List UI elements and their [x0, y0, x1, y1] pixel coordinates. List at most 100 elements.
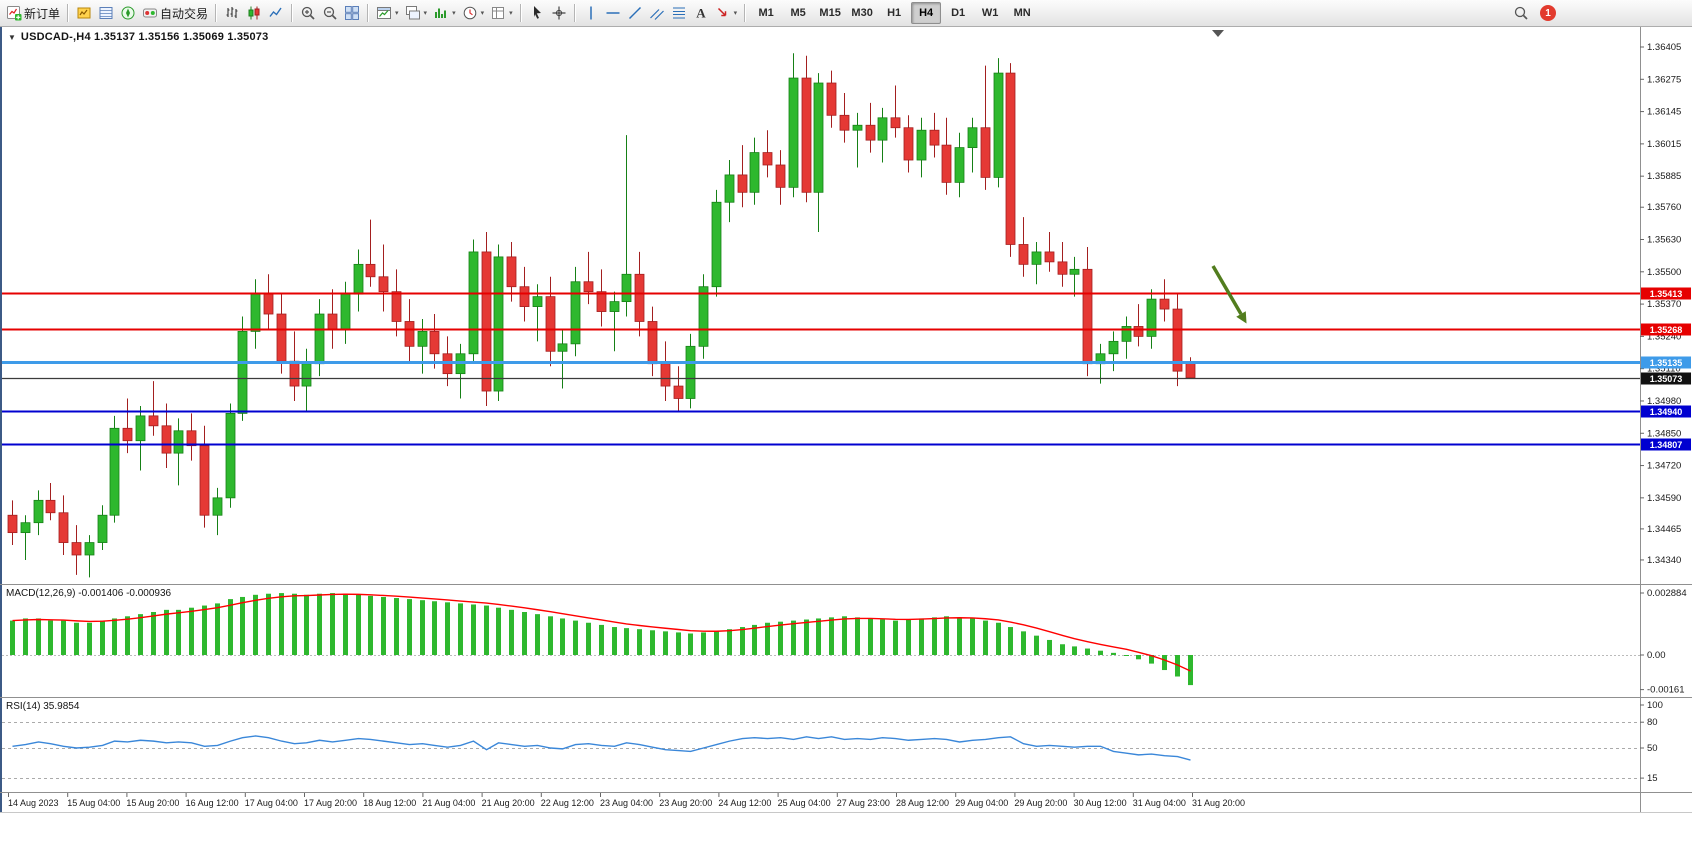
horizontal-lines-group[interactable]: 1.35413 1.35268 1.35135 1.34940 1.34807	[2, 287, 1691, 451]
new-order-button[interactable]: 新订单	[3, 2, 63, 24]
timeframe-mn-button[interactable]: MN	[1013, 7, 1031, 19]
toolbar-separator	[291, 4, 294, 22]
trendline-icon	[627, 5, 643, 21]
magnifier-icon	[1513, 5, 1529, 21]
svg-text:1.35500: 1.35500	[1647, 267, 1681, 278]
zoom-in-icon	[300, 5, 316, 21]
svg-text:31 Aug 04:00: 31 Aug 04:00	[1133, 798, 1186, 808]
auto-trading-button[interactable]: 自动交易	[139, 2, 211, 24]
svg-text:-0.00161: -0.00161	[1647, 685, 1685, 696]
timeframe-w1-button[interactable]: W1	[981, 7, 999, 19]
market-watch-icon	[76, 5, 92, 21]
svg-text:17 Aug 20:00: 17 Aug 20:00	[304, 798, 357, 808]
vertical-line-button[interactable]	[580, 2, 602, 24]
timeframe-d1-button[interactable]: D1	[951, 7, 966, 19]
candles-group	[7, 53, 1196, 578]
time-axis[interactable]: 14 Aug 2023 15 Aug 04:00 15 Aug 20:00 16 Au…	[8, 793, 1245, 808]
horizontal-line-button[interactable]	[602, 2, 624, 24]
toolbar-separator	[215, 4, 218, 22]
svg-text:1.35885: 1.35885	[1647, 171, 1681, 182]
svg-text:1.36145: 1.36145	[1647, 107, 1681, 118]
svg-text:15: 15	[1647, 773, 1658, 784]
hline-icon	[605, 5, 621, 21]
price-axis[interactable]: 1.36405 1.36275 1.36145 1.36015 1.35885 1.357…	[1640, 42, 1681, 566]
navigator-button[interactable]	[117, 2, 139, 24]
trend-arrow-annotation[interactable]	[1211, 265, 1247, 324]
arrows-button[interactable]: ▾	[712, 2, 741, 24]
bars-icon	[224, 5, 240, 21]
trendline-button[interactable]	[624, 2, 646, 24]
periods-icon	[462, 5, 478, 21]
dropdown-caret-icon: ▾	[395, 10, 399, 17]
market-watch-button[interactable]	[73, 2, 95, 24]
channel-button[interactable]	[646, 2, 668, 24]
svg-text:27 Aug 23:00: 27 Aug 23:00	[837, 798, 890, 808]
toolbar-separator	[744, 4, 747, 22]
new-chart-button[interactable]: ▾	[373, 2, 402, 24]
svg-text:1.36275: 1.36275	[1647, 74, 1681, 85]
templates-button[interactable]: ▾	[487, 2, 516, 24]
svg-text:1.35073: 1.35073	[1650, 374, 1683, 384]
toolbar-separator	[367, 4, 370, 22]
rsi-panel: 100 80 50 15	[2, 700, 1663, 784]
svg-text:29 Aug 04:00: 29 Aug 04:00	[955, 798, 1008, 808]
line-chart-icon	[268, 5, 284, 21]
timeframe-h4-button[interactable]: H4	[911, 2, 942, 24]
timeframe-m30-button[interactable]: M30	[851, 7, 873, 19]
svg-text:23 Aug 20:00: 23 Aug 20:00	[659, 798, 712, 808]
macd-panel: 0.002884 0.00 -0.00161	[2, 588, 1687, 696]
toolbar: 新订单 自动交易 ▾ ▾ ▾ ▾ ▾ A ▾ M1 M5 M15 M30 H1 H4 D1 W1 MN 1	[0, 0, 1692, 27]
vline-icon	[583, 5, 599, 21]
indicators-icon	[433, 5, 449, 21]
indicators-button[interactable]: ▾	[430, 2, 459, 24]
svg-text:25 Aug 04:00: 25 Aug 04:00	[778, 798, 831, 808]
crosshair-icon	[551, 5, 567, 21]
svg-text:15 Aug 20:00: 15 Aug 20:00	[126, 798, 179, 808]
periods-button[interactable]: ▾	[459, 2, 488, 24]
dropdown-caret-icon: ▾	[452, 10, 456, 17]
svg-text:18 Aug 12:00: 18 Aug 12:00	[363, 798, 416, 808]
svg-text:1.35110: 1.35110	[1647, 364, 1681, 375]
svg-text:1.35760: 1.35760	[1647, 202, 1681, 213]
search-button[interactable]	[1510, 2, 1532, 24]
svg-text:14 Aug 2023: 14 Aug 2023	[8, 798, 59, 808]
chart-window-icon	[376, 5, 392, 21]
svg-text:21 Aug 04:00: 21 Aug 04:00	[422, 798, 475, 808]
svg-text:30 Aug 12:00: 30 Aug 12:00	[1074, 798, 1127, 808]
rsi-label: RSI(14) 35.9854	[6, 701, 80, 712]
chart-ohlc-text: USDCAD-,H4 1.35137 1.35156 1.35069 1.350…	[20, 31, 269, 43]
crosshair-button[interactable]	[548, 2, 570, 24]
tile-windows-button[interactable]	[341, 2, 363, 24]
svg-text:1.35268: 1.35268	[1650, 325, 1683, 335]
timeframe-m5-button[interactable]: M5	[790, 7, 806, 19]
svg-text:1.35135: 1.35135	[1650, 358, 1683, 368]
svg-text:28 Aug 12:00: 28 Aug 12:00	[896, 798, 949, 808]
timeframe-h1-button[interactable]: H1	[887, 7, 902, 19]
svg-text:100: 100	[1647, 700, 1663, 711]
collapse-caret-icon[interactable]: ▼	[8, 32, 16, 42]
current-price-line: 1.35073	[2, 372, 1691, 385]
timeframe-m15-button[interactable]: M15	[819, 7, 841, 19]
notification-badge[interactable]: 1	[1540, 5, 1556, 21]
data-window-button[interactable]	[95, 2, 117, 24]
line-chart-button[interactable]	[265, 2, 287, 24]
zoom-in-button[interactable]	[297, 2, 319, 24]
svg-text:17 Aug 04:00: 17 Aug 04:00	[245, 798, 298, 808]
svg-text:1.35413: 1.35413	[1650, 289, 1683, 299]
fibonacci-button[interactable]	[668, 2, 690, 24]
dropdown-caret-icon: ▾	[480, 10, 485, 17]
cursor-icon	[529, 5, 545, 21]
toolbar-separator	[67, 4, 70, 22]
navigator-icon	[120, 5, 136, 21]
svg-text:1.34807: 1.34807	[1650, 440, 1683, 450]
profiles-button[interactable]: ▾	[402, 2, 431, 24]
timeframe-m1-button[interactable]: M1	[758, 7, 774, 19]
text-label-button[interactable]: A	[690, 2, 712, 24]
candles-icon	[246, 5, 262, 21]
cursor-button[interactable]	[526, 2, 548, 24]
bar-chart-button[interactable]	[221, 2, 243, 24]
candlestick-chart-button[interactable]	[243, 2, 265, 24]
macd-label: MACD(12,26,9) -0.001406 -0.000936	[6, 588, 172, 599]
zoom-out-button[interactable]	[319, 2, 341, 24]
